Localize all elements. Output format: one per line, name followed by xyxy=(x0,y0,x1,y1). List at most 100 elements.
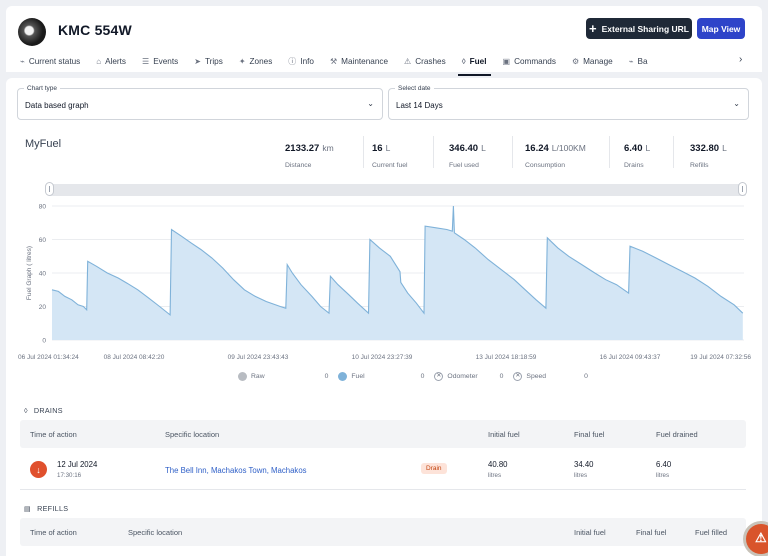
refills-section-title: ▤ REFILLS xyxy=(24,504,68,513)
fuel-panel: Chart type Data based graph ⌄ Select dat… xyxy=(6,78,762,556)
fuel-area xyxy=(51,206,743,340)
column-header: Initial fuel xyxy=(574,528,606,537)
y-axis-label: Fuel Graph ( litres) xyxy=(26,246,33,300)
divider xyxy=(363,136,364,168)
tab-crashes[interactable]: ⚠ Crashes xyxy=(396,50,454,72)
stat-label: Refills xyxy=(690,162,709,169)
stat-consumption: 16.24 L/100KM Consumption xyxy=(525,138,586,169)
tab-label: Manage xyxy=(583,56,613,66)
date-value: Last 14 Days xyxy=(396,101,443,110)
stat-unit: L xyxy=(645,143,651,153)
map-view-button[interactable]: Map View xyxy=(697,18,745,39)
drain-location-link[interactable]: The Bell Inn, Machakos Town, Machakos xyxy=(165,466,307,475)
vehicle-name: KMC 554W xyxy=(58,22,132,38)
chevron-right-icon[interactable]: › xyxy=(739,54,743,65)
tab-label: Fuel xyxy=(469,56,487,66)
fuel-chart[interactable]: 0 20 40 60 80 Fuel Graph ( litres) 06 Jul 2024… xyxy=(6,198,762,370)
x-tick-label: 09 Jul 2024 23:43:43 xyxy=(228,354,289,361)
stat-label: Distance xyxy=(285,162,312,169)
chevron-down-icon: ⌄ xyxy=(367,99,374,108)
arrow-down-icon: ↓ xyxy=(30,461,47,478)
legend-name: Raw xyxy=(251,373,265,380)
tab-battery[interactable]: ⌁ Ba xyxy=(621,50,656,72)
range-end-handle[interactable] xyxy=(738,182,747,196)
tab-commands[interactable]: ▣ Commands xyxy=(495,50,564,72)
stat-label: Consumption xyxy=(525,162,566,169)
divider xyxy=(512,136,513,168)
stat-value: 6.40 xyxy=(624,143,643,154)
tab-maintenance[interactable]: ⚒ Maintenance xyxy=(322,50,396,72)
tab-label: Maintenance xyxy=(341,56,389,66)
legend-name: Fuel xyxy=(351,373,365,380)
fuel-series-line xyxy=(51,205,744,317)
y-tick-label: 60 xyxy=(39,237,47,244)
tab-events[interactable]: ☰ Events xyxy=(134,50,186,72)
stat-value: 16 xyxy=(372,143,383,154)
y-tick-label: 20 xyxy=(39,304,47,311)
drain-date: 12 Jul 2024 xyxy=(57,460,98,469)
stat-unit: km xyxy=(322,143,334,153)
legend-name: Speed xyxy=(526,373,547,380)
droplet-icon: ◊ xyxy=(461,56,466,66)
drains-section-title: ◊ DRAINS xyxy=(24,406,63,415)
range-start-handle[interactable] xyxy=(45,182,54,196)
tab-zones[interactable]: ✦ Zones xyxy=(231,50,280,72)
legend-value: 0 xyxy=(499,373,504,380)
legend-item-odometer[interactable]: ✕ Odometer 0 xyxy=(434,372,503,381)
column-header: Specific location xyxy=(128,528,183,537)
column-header: Final fuel xyxy=(636,528,667,537)
x-tick-label: 10 Jul 2024 23:27:39 xyxy=(352,354,413,361)
info-icon: ⓘ xyxy=(288,56,297,66)
tab-info[interactable]: ⓘ Info xyxy=(280,50,322,72)
column-header: Time of action xyxy=(30,528,77,537)
divider xyxy=(609,136,610,168)
external-sharing-button[interactable]: + External Sharing URL xyxy=(586,18,692,39)
chart-type-label: Chart type xyxy=(24,85,60,92)
chart-type-select[interactable]: Chart type Data based graph ⌄ xyxy=(17,85,383,120)
time-range-slider[interactable] xyxy=(49,184,746,196)
final-fuel: 34.40 xyxy=(574,460,594,469)
vehicle-avatar xyxy=(18,18,46,46)
legend-item-speed[interactable]: ✕ Speed 0 xyxy=(513,372,588,381)
plus-icon: + xyxy=(589,21,597,36)
table-row[interactable]: ↓ 12 Jul 2024 17:30:16 The Bell Inn, Mac… xyxy=(20,450,746,490)
car-crash-icon: ⚠ xyxy=(404,56,412,66)
chevron-down-icon: ⌄ xyxy=(733,99,740,108)
legend-item-raw[interactable]: Raw 0 xyxy=(238,372,328,381)
tab-current-status[interactable]: ⌁ Current status xyxy=(12,50,88,72)
tab-fuel[interactable]: ◊ Fuel xyxy=(454,50,495,76)
date-label: Select date xyxy=(395,85,434,92)
close-icon: ✕ xyxy=(434,372,444,381)
stat-unit: L xyxy=(481,143,486,153)
tab-manage[interactable]: ⚙ Manage xyxy=(564,50,621,72)
x-tick-label: 06 Jul 2024 01:34:24 xyxy=(18,354,79,361)
bell-icon: ⌂ xyxy=(96,56,102,66)
date-select[interactable]: Select date Last 14 Days ⌄ xyxy=(388,85,749,120)
divider xyxy=(433,136,434,168)
stat-drains: 6.40 L Drains xyxy=(624,138,651,169)
column-header: Time of action xyxy=(30,430,77,439)
tab-label: Current status xyxy=(28,56,81,66)
zones-icon: ✦ xyxy=(238,56,246,66)
initial-fuel: 40.80 xyxy=(488,460,508,469)
tab-label: Trips xyxy=(204,56,223,66)
tab-label: Crashes xyxy=(415,56,446,66)
tab-trips[interactable]: ➤ Trips xyxy=(186,50,231,72)
stat-value: 2133.27 xyxy=(285,143,320,154)
tab-label: Alerts xyxy=(105,56,127,66)
vehicle-header: KMC 554W + External Sharing URL Map View… xyxy=(6,6,762,76)
close-icon: ✕ xyxy=(513,372,523,381)
stat-distance: 2133.27 km Distance xyxy=(285,138,334,169)
divider xyxy=(673,136,674,168)
tab-label: Ba xyxy=(637,56,648,66)
stat-value: 16.24 xyxy=(525,143,549,154)
warning-fab[interactable]: ⚠ xyxy=(746,524,768,554)
gear-icon: ⚙ xyxy=(571,56,580,66)
tab-alerts[interactable]: ⌂ Alerts xyxy=(88,50,134,72)
fuel-pump-icon: ▤ xyxy=(24,504,32,513)
legend-item-fuel[interactable]: Fuel 0 xyxy=(338,372,424,381)
column-header: Specific location xyxy=(165,430,220,439)
stat-unit: L xyxy=(385,143,391,153)
stat-label: Drains xyxy=(624,162,644,169)
drain-time: 17:30:16 xyxy=(57,472,82,479)
